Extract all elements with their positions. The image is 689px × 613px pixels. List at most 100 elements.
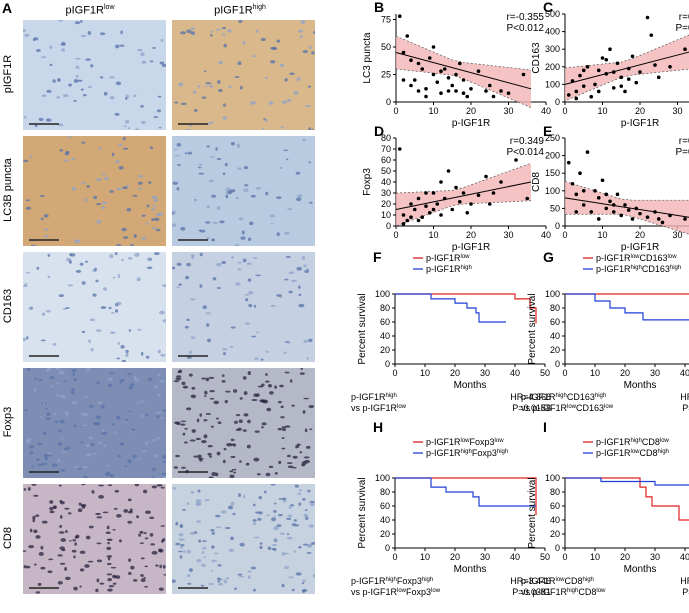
data-point — [465, 211, 470, 215]
ihc-tile — [172, 252, 315, 362]
data-point — [638, 211, 642, 216]
data-point — [484, 89, 488, 93]
y-tick-label: 0 — [555, 221, 560, 231]
stat-value: HR=4.868 — [510, 392, 551, 402]
data-point — [574, 210, 579, 214]
y-tick-label: 40 — [381, 177, 391, 187]
x-tick-label: 0 — [562, 230, 567, 240]
regression-line — [395, 181, 532, 210]
ihc-tile — [172, 136, 315, 246]
y-tick-label: 20 — [381, 199, 391, 209]
data-point — [446, 89, 451, 93]
x-tick-label: 10 — [590, 368, 600, 378]
x-tick-label: 30 — [480, 368, 490, 378]
data-point — [645, 215, 650, 219]
data-point — [484, 174, 488, 179]
data-point — [623, 89, 627, 94]
stat-value: P=0.0004 — [682, 587, 689, 597]
data-point — [416, 61, 421, 66]
y-tick-label: 60 — [380, 501, 390, 511]
stat-value: P=0.0381 — [512, 587, 551, 597]
data-point — [499, 180, 503, 184]
data-point — [521, 72, 526, 77]
data-point — [585, 150, 590, 154]
panel-label: C — [543, 0, 553, 15]
stat-label: p-IGF1RhighFoxp3high — [351, 576, 433, 586]
stat-value: HR=3.383 — [680, 392, 689, 402]
x-tick-label: 30 — [672, 230, 682, 240]
data-point — [439, 180, 443, 184]
data-point — [604, 72, 609, 76]
data-point — [409, 202, 413, 206]
y-tick-label: 20 — [380, 529, 390, 539]
data-point — [424, 191, 428, 195]
y-tick-label: 50 — [381, 166, 391, 176]
data-point — [634, 206, 639, 211]
data-point — [566, 160, 571, 165]
data-point — [630, 217, 635, 221]
data-point — [401, 50, 406, 55]
chart-c: C0102030400100200300400500p-IGF1RCD163r=… — [531, 0, 689, 129]
data-point — [439, 91, 443, 95]
data-point — [604, 57, 609, 62]
data-point — [506, 91, 511, 95]
data-point — [461, 191, 466, 195]
survival-curve — [565, 293, 689, 295]
data-point — [431, 207, 436, 212]
y-tick-label: 500 — [545, 9, 560, 19]
y-axis-label: CD8 — [531, 172, 542, 192]
data-point — [589, 210, 594, 214]
panel-label: D — [374, 123, 384, 139]
stat-label: vs p-IGF1Rlow — [351, 403, 407, 413]
data-point — [649, 33, 654, 37]
data-point — [574, 96, 579, 101]
data-point — [574, 192, 579, 197]
y-tick-label: 0 — [385, 359, 390, 369]
p-value: P=0.002 — [675, 23, 689, 34]
panel-b: B 0 10 20 30 40 0 25 50 75 p-IGF1R LC3 puncta r=-0.3… — [356, 0, 556, 137]
y-tick-label: 20 — [550, 529, 560, 539]
data-point — [578, 171, 582, 175]
y-tick-label: 80 — [550, 487, 560, 497]
r-value: r=0.335 — [679, 136, 689, 147]
ihc-tile — [172, 484, 315, 594]
y-axis-label: CD163 — [531, 42, 542, 74]
data-point — [405, 218, 410, 223]
chart-f: F 0 10 20 30 40 50 0 20 40 60 80 100 Months Percent su… — [351, 249, 551, 413]
data-point — [491, 94, 496, 99]
legend-label: p-IGF1Rlow — [426, 253, 470, 263]
y-tick-label: 0 — [386, 97, 391, 107]
data-point — [427, 211, 432, 215]
data-point — [593, 82, 597, 87]
data-point — [446, 76, 451, 80]
y-axis-label: Percent survival — [527, 293, 538, 364]
panel-g: G 0 10 20 30 40 50 0 20 40 60 80 100 Months Percent su… — [520, 249, 689, 429]
survival-curve — [565, 293, 689, 321]
stat-label: vs p-IGF1RlowFoxp3low — [351, 587, 441, 597]
data-point — [626, 66, 631, 71]
data-point — [435, 80, 440, 84]
stat-value: P=0.0158 — [512, 403, 551, 413]
y-tick-label: 20 — [550, 345, 560, 355]
data-point — [683, 217, 687, 221]
data-point — [611, 210, 616, 214]
data-point — [446, 169, 451, 173]
data-point — [581, 203, 586, 207]
data-point — [683, 47, 687, 51]
y-tick-label: 60 — [550, 501, 560, 511]
legend-label: p-IGF1RhighCD163high — [596, 264, 681, 274]
data-point — [653, 63, 657, 67]
panel-label: B — [374, 0, 384, 15]
x-axis-label: p-IGF1R — [452, 242, 490, 253]
data-point — [604, 206, 609, 211]
x-tick-label: 0 — [562, 552, 567, 562]
data-point — [570, 79, 575, 83]
r-value: r=0.349 — [510, 136, 545, 147]
x-axis-label: Months — [624, 564, 657, 575]
row-label-foxp3: Foxp3 — [2, 406, 14, 438]
y-tick-label: 40 — [380, 331, 390, 341]
ihc-tile — [23, 20, 166, 130]
confidence-band — [396, 36, 531, 108]
data-point — [668, 65, 672, 69]
x-tick-label: 30 — [480, 552, 490, 562]
